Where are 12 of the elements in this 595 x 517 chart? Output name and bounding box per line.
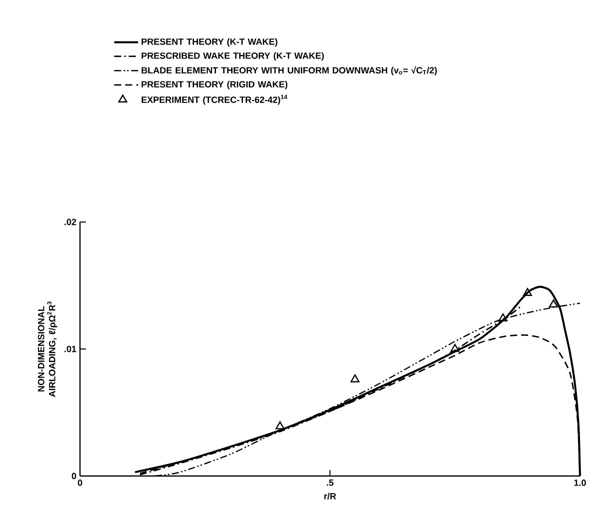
y-tick-label: 0: [72, 472, 76, 480]
legend-label: EXPERIMENT (TCREC-TR-62-42)$^{14}$: [142, 94, 288, 105]
x-tick-label: .5: [326, 480, 334, 486]
x-tick-label: 0: [78, 480, 82, 486]
legend-label: PRESENT THEORY (K-T WAKE): [142, 38, 278, 47]
legend-label: PRESENT THEORY (RIGID WAKE): [142, 80, 288, 90]
legend-label: PRESCRIBED WAKE THEORY (K-T WAKE): [142, 52, 324, 61]
x-axis-title: r/R: [324, 492, 336, 500]
y-tick-label: .01: [64, 346, 76, 352]
legend-label: BLADE ELEMENT THEORY WITH UNIFORM DOWNWASH (v$_{o}$= √C$_{T}$/2): [142, 66, 437, 76]
x-tick-label: 1.0: [574, 480, 586, 486]
y-tick-label: .02: [64, 218, 76, 226]
